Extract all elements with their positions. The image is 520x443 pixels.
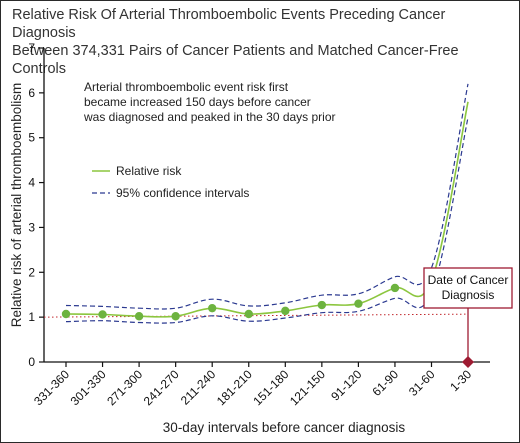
y-tick-label: 7 xyxy=(28,41,35,55)
relative-risk-point xyxy=(134,312,144,321)
y-tick-label: 6 xyxy=(28,86,35,100)
relative-risk-point xyxy=(317,300,327,310)
x-ticks: 331-360301-330271-300241-270211-240181-2… xyxy=(31,362,474,408)
x-tick-label: 121-150 xyxy=(287,367,328,408)
relative-risk-point xyxy=(208,303,217,313)
legend-relative-risk-label: Relative risk xyxy=(116,164,182,178)
y-ticks: 0 1 2 3 4 5 6 7 xyxy=(28,41,44,369)
reference-line xyxy=(43,313,469,318)
chart-title: Relative Risk Of Arterial Thromboembolic… xyxy=(12,6,512,78)
diagnosis-box xyxy=(423,267,513,309)
title-line-1: Relative Risk Of Arterial Thromboembolic… xyxy=(12,7,446,41)
axes xyxy=(43,48,490,363)
x-tick-label: 211-240 xyxy=(178,367,219,408)
title-line-2: Between 374,331 Pairs of Cancer Patients… xyxy=(12,43,459,77)
diagnosis-label-line-2: Diagnosis xyxy=(442,288,495,302)
y-tick-label: 4 xyxy=(28,176,35,190)
x-tick-label: 61-90 xyxy=(369,367,401,399)
relative-risk-point xyxy=(171,312,180,321)
y-tick-label: 5 xyxy=(28,131,35,145)
relative-risk-line xyxy=(65,101,469,318)
series-layer xyxy=(43,83,469,324)
x-tick-label: 151-180 xyxy=(250,367,291,408)
x-axis-title: 30-day intervals before cancer diagnosis xyxy=(163,420,406,435)
y-tick-label: 1 xyxy=(28,310,35,324)
annotation-text: Arterial thromboembolic event risk first… xyxy=(83,80,336,124)
y-tick-label: 2 xyxy=(28,265,35,279)
x-tick-label: 241-270 xyxy=(141,367,182,408)
relative-risk-point xyxy=(244,309,253,319)
x-tick-label: 91-120 xyxy=(328,367,365,404)
annotation-line-2: became increased 150 days before cancer xyxy=(84,95,311,109)
y-tick-label: 0 xyxy=(28,355,35,369)
diagnosis-marker-group: Date of Cancer Diagnosis xyxy=(423,267,513,368)
ci-lower-line xyxy=(65,117,469,324)
annotation-line-1: Arterial thromboembolic event risk first xyxy=(84,80,289,94)
legend-ci-label: 95% confidence intervals xyxy=(116,186,249,200)
x-tick-label: 301-330 xyxy=(68,367,109,408)
y-tick-label: 3 xyxy=(28,220,35,234)
relative-risk-point xyxy=(98,310,107,319)
relative-risk-point xyxy=(281,306,290,316)
y-axis-title: Relative risk of arterial thromboembolis… xyxy=(9,83,24,328)
x-tick-label: 1-30 xyxy=(447,367,474,394)
relative-risk-point xyxy=(390,283,400,293)
diagnosis-label-line-1: Date of Cancer xyxy=(428,273,509,287)
relative-risk-point xyxy=(354,299,363,308)
ci-upper-line xyxy=(65,83,469,310)
relative-risk-point xyxy=(61,309,71,319)
x-tick-label: 271-300 xyxy=(104,367,145,408)
x-tick-label: 31-60 xyxy=(406,367,438,399)
x-tick-label: 181-210 xyxy=(214,367,255,408)
x-tick-label: 331-360 xyxy=(31,367,72,408)
annotation-line-3: was diagnosed and peaked in the 30 days … xyxy=(83,110,336,124)
diagnosis-diamond-marker xyxy=(462,356,474,368)
legend: Relative risk 95% confidence intervals xyxy=(92,164,249,200)
